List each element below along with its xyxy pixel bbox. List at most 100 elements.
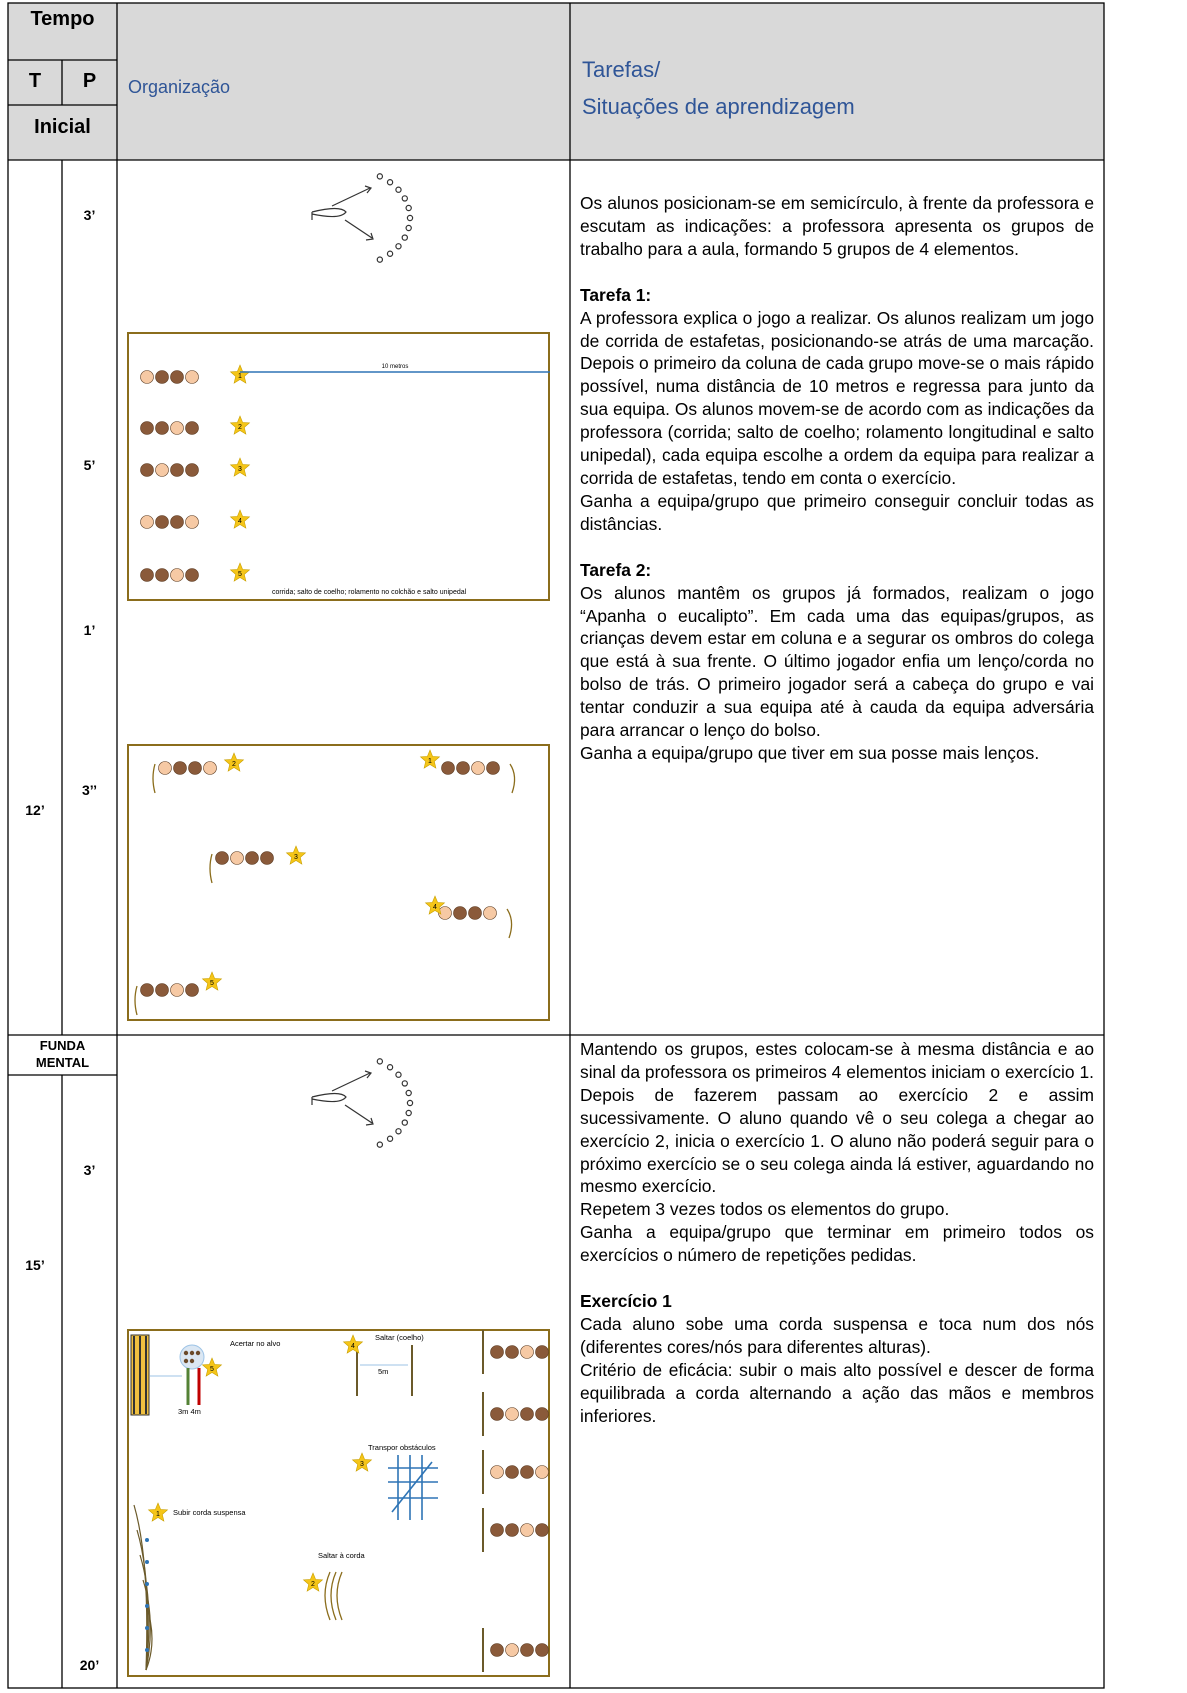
student bbox=[376, 173, 384, 180]
student bbox=[405, 1109, 412, 1117]
star-number: 1 bbox=[428, 758, 432, 765]
child-face bbox=[483, 906, 497, 920]
child-face bbox=[155, 568, 169, 582]
student bbox=[401, 1119, 408, 1126]
child-face bbox=[158, 761, 172, 775]
relay-field bbox=[127, 332, 550, 601]
chase-field bbox=[127, 744, 550, 1021]
distance-label: 10 metros bbox=[382, 364, 409, 370]
child-face bbox=[155, 983, 169, 997]
student bbox=[376, 1141, 384, 1148]
child-face bbox=[170, 983, 184, 997]
star-number: 3 bbox=[238, 466, 242, 473]
star bbox=[229, 562, 251, 582]
child-face bbox=[155, 515, 169, 529]
time-p: 3’ bbox=[83, 207, 96, 223]
child-face bbox=[535, 1407, 549, 1421]
child-face bbox=[185, 568, 199, 582]
ball bbox=[189, 1350, 195, 1356]
tail bbox=[506, 908, 513, 939]
task-paragraph: Ganha a equipa/grupo que primeiro conseg… bbox=[580, 490, 1094, 534]
child-face bbox=[185, 370, 199, 384]
student bbox=[405, 224, 412, 232]
task-paragraph: Os alunos mantêm os grupos já formados, … bbox=[580, 582, 1094, 741]
child-face bbox=[505, 1345, 519, 1359]
student bbox=[395, 243, 402, 250]
child-face bbox=[490, 1345, 504, 1359]
child-face bbox=[185, 983, 199, 997]
star bbox=[229, 509, 251, 529]
circuit-label: Subir corda suspensa bbox=[173, 1508, 246, 1517]
child-face bbox=[170, 568, 184, 582]
task-paragraph: Ganha a equipa/grupo que tiver em sua po… bbox=[580, 742, 1040, 763]
student bbox=[401, 195, 408, 202]
phase-label: FUNDA MENTAL bbox=[8, 1037, 117, 1071]
time-p: 20’ bbox=[79, 1657, 100, 1673]
student bbox=[386, 250, 394, 257]
ball bbox=[189, 1358, 195, 1364]
time-p: 3’’ bbox=[81, 782, 98, 798]
phase-label-line: MENTAL bbox=[35, 1055, 90, 1070]
rope-knot bbox=[145, 1626, 149, 1630]
child-face bbox=[155, 463, 169, 477]
child-face bbox=[230, 851, 244, 865]
student bbox=[395, 186, 402, 193]
time-t: 15’ bbox=[25, 1257, 45, 1273]
student bbox=[376, 256, 384, 263]
child-face bbox=[505, 1643, 519, 1657]
child-face bbox=[490, 1465, 504, 1479]
star-number: 3 bbox=[360, 1461, 364, 1468]
time-t: 12’ bbox=[25, 802, 45, 818]
rope-knot bbox=[145, 1560, 149, 1564]
star bbox=[351, 1452, 373, 1472]
task-paragraph: Ganha a equipa/grupo que terminar em pri… bbox=[580, 1222, 1094, 1266]
child-face bbox=[490, 1407, 504, 1421]
child-face bbox=[170, 370, 184, 384]
student bbox=[401, 1080, 408, 1087]
child-face bbox=[453, 906, 467, 920]
star-number: 5 bbox=[210, 1366, 214, 1373]
child-face bbox=[520, 1465, 534, 1479]
child-face bbox=[215, 851, 229, 865]
jump-rope bbox=[324, 1571, 331, 1621]
child-face bbox=[535, 1345, 549, 1359]
phase-label-line: FUNDA bbox=[39, 1038, 86, 1053]
student bbox=[386, 1064, 394, 1071]
student bbox=[395, 1128, 402, 1135]
student bbox=[405, 1089, 412, 1097]
child-face bbox=[140, 463, 154, 477]
star-number: 2 bbox=[311, 1581, 315, 1588]
organizacao: Organização bbox=[128, 77, 231, 97]
teacher-diagram bbox=[311, 1058, 414, 1148]
child-face bbox=[140, 983, 154, 997]
star bbox=[424, 895, 446, 915]
child-face bbox=[185, 515, 199, 529]
child-face bbox=[140, 421, 154, 435]
tail bbox=[509, 763, 516, 794]
star-number: 4 bbox=[351, 1343, 355, 1350]
child-face bbox=[535, 1523, 549, 1537]
child-face bbox=[505, 1407, 519, 1421]
star bbox=[302, 1572, 324, 1592]
child-face bbox=[441, 761, 455, 775]
task-paragraph: Critério de eficácia: subir o mais alto … bbox=[580, 1359, 1094, 1426]
star-number: 3 bbox=[294, 854, 298, 861]
star bbox=[229, 457, 251, 477]
task-text: Os alunos posicionam-se em semicírculo, … bbox=[580, 192, 1094, 765]
task-heading: Exercício 1 bbox=[580, 1291, 672, 1312]
table-grid bbox=[7, 2, 1105, 1689]
situacoes: Situações de aprendizagem bbox=[582, 94, 855, 119]
star bbox=[419, 749, 441, 769]
ball bbox=[195, 1350, 201, 1356]
child-face bbox=[438, 906, 452, 920]
inicial: Inicial bbox=[34, 116, 91, 138]
child-face bbox=[505, 1523, 519, 1537]
jump-rope bbox=[330, 1571, 337, 1621]
child-face bbox=[188, 761, 202, 775]
child-face bbox=[140, 568, 154, 582]
rope-knot bbox=[145, 1538, 149, 1542]
student bbox=[386, 1135, 394, 1142]
star bbox=[229, 415, 251, 435]
